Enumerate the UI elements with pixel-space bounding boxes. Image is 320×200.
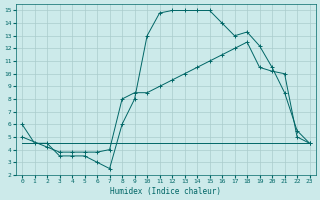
X-axis label: Humidex (Indice chaleur): Humidex (Indice chaleur) — [110, 187, 221, 196]
